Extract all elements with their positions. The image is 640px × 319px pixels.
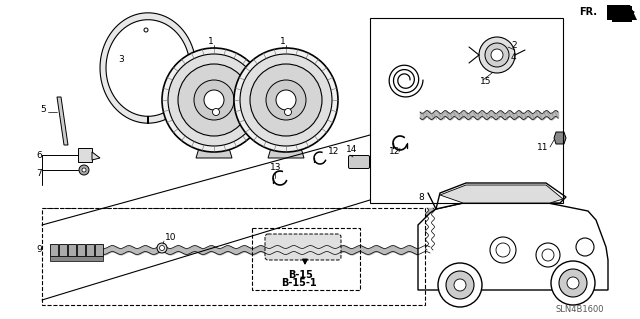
Circle shape: [178, 64, 250, 136]
Polygon shape: [92, 152, 100, 160]
Bar: [86, 244, 94, 256]
Bar: [68, 244, 76, 256]
Polygon shape: [100, 13, 196, 123]
Bar: [50, 244, 58, 256]
FancyBboxPatch shape: [349, 155, 369, 168]
Polygon shape: [57, 97, 68, 145]
Bar: [370, 18, 563, 203]
Text: SLN4B1600: SLN4B1600: [555, 306, 604, 315]
Circle shape: [559, 269, 587, 297]
Text: 1: 1: [280, 38, 286, 47]
Text: 15: 15: [480, 78, 492, 86]
Text: B-15-1: B-15-1: [281, 278, 317, 288]
Text: 12: 12: [328, 147, 339, 157]
Text: 11: 11: [537, 143, 548, 152]
Text: 5: 5: [40, 106, 45, 115]
Text: 2: 2: [511, 41, 516, 49]
Circle shape: [159, 246, 164, 250]
Circle shape: [491, 49, 503, 61]
Circle shape: [446, 271, 474, 299]
Polygon shape: [607, 5, 635, 20]
Text: 7: 7: [36, 168, 42, 177]
Text: 10: 10: [165, 234, 177, 242]
Text: 14: 14: [346, 145, 357, 154]
Circle shape: [479, 37, 515, 73]
Text: B-15: B-15: [288, 270, 313, 280]
Circle shape: [276, 90, 296, 110]
Circle shape: [79, 165, 89, 175]
Bar: [50, 256, 103, 261]
Text: 3: 3: [118, 56, 124, 64]
Text: FR.: FR.: [579, 7, 597, 17]
Polygon shape: [268, 148, 304, 158]
Bar: [42, 208, 425, 305]
Polygon shape: [554, 132, 566, 144]
Polygon shape: [78, 148, 92, 162]
Text: 4: 4: [511, 53, 516, 62]
Circle shape: [266, 80, 306, 120]
Text: 9: 9: [36, 246, 42, 255]
Bar: [77, 244, 85, 256]
Polygon shape: [196, 148, 232, 158]
Circle shape: [194, 80, 234, 120]
Text: 13: 13: [270, 164, 282, 173]
Circle shape: [285, 108, 291, 115]
Circle shape: [485, 43, 509, 67]
Circle shape: [234, 48, 338, 152]
Bar: [252, 228, 360, 290]
Polygon shape: [610, 5, 637, 20]
Circle shape: [157, 243, 167, 253]
Circle shape: [168, 54, 260, 146]
Circle shape: [438, 263, 482, 307]
FancyBboxPatch shape: [265, 234, 341, 260]
Circle shape: [212, 108, 220, 115]
Polygon shape: [440, 185, 563, 203]
Circle shape: [567, 277, 579, 289]
Circle shape: [144, 28, 148, 32]
Text: 6: 6: [36, 151, 42, 160]
Polygon shape: [612, 6, 632, 22]
Circle shape: [551, 261, 595, 305]
Circle shape: [454, 279, 466, 291]
Text: 1: 1: [208, 38, 214, 47]
Polygon shape: [436, 183, 566, 209]
Circle shape: [204, 90, 224, 110]
Text: 12: 12: [389, 147, 401, 157]
Circle shape: [162, 48, 266, 152]
Polygon shape: [418, 203, 608, 290]
Circle shape: [240, 54, 332, 146]
Text: 8: 8: [418, 194, 424, 203]
Circle shape: [250, 64, 322, 136]
Bar: [59, 244, 67, 256]
Circle shape: [82, 168, 86, 172]
Bar: [95, 244, 103, 256]
